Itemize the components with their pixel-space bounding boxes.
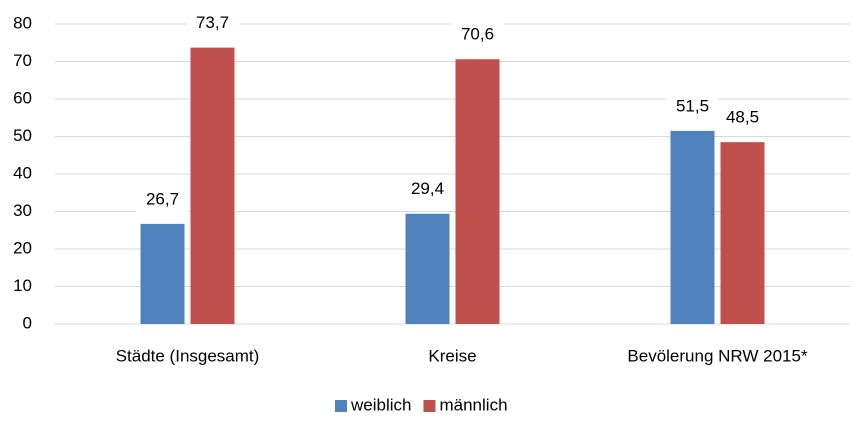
legend-swatch — [335, 400, 347, 412]
bar — [455, 59, 500, 324]
y-tick-label: 70 — [13, 51, 32, 70]
y-tick-label: 50 — [13, 126, 32, 145]
value-label-bg — [186, 9, 239, 38]
x-tick-label: Städte (Insgesamt) — [116, 346, 260, 365]
value-label-bg — [451, 21, 504, 50]
value-label-bg — [136, 185, 189, 214]
value-label: 29,4 — [411, 179, 444, 198]
y-tick-label: 30 — [13, 201, 32, 220]
bar — [190, 47, 235, 324]
value-label: 26,7 — [146, 189, 179, 208]
x-tick-label: Bevölerung NRW 2015* — [627, 346, 808, 365]
value-label: 51,5 — [676, 96, 709, 115]
value-label-bg — [401, 175, 454, 204]
y-tick-label: 20 — [13, 238, 32, 257]
y-tick-label: 40 — [13, 163, 32, 182]
y-tick-label: 80 — [13, 13, 32, 32]
bar — [405, 213, 450, 324]
legend-swatch — [423, 400, 436, 412]
bar — [670, 130, 715, 324]
value-label: 48,5 — [726, 108, 759, 127]
value-label: 73,7 — [196, 13, 229, 32]
value-label: 70,6 — [461, 25, 494, 44]
legend-label: männlich — [439, 395, 507, 414]
value-label-bg — [716, 104, 769, 133]
bar — [720, 142, 765, 324]
y-tick-label: 0 — [23, 313, 32, 332]
y-tick-label: 10 — [13, 276, 32, 295]
legend-label: weiblich — [350, 395, 411, 414]
x-tick-label: Kreise — [428, 346, 476, 365]
y-tick-label: 60 — [13, 88, 32, 107]
bar — [140, 223, 185, 324]
value-label-bg — [666, 92, 719, 121]
